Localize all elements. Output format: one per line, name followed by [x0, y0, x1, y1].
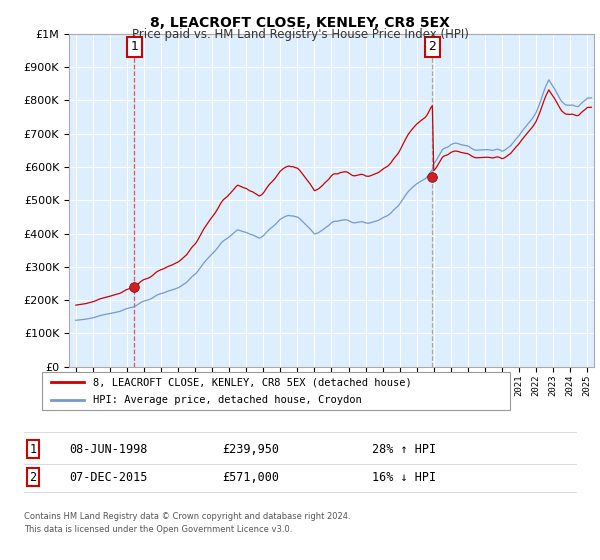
Text: 2: 2: [29, 470, 37, 484]
FancyBboxPatch shape: [42, 372, 510, 410]
Text: 1: 1: [131, 40, 139, 53]
Text: £239,950: £239,950: [222, 442, 279, 456]
Text: 8, LEACROFT CLOSE, KENLEY, CR8 5EX: 8, LEACROFT CLOSE, KENLEY, CR8 5EX: [150, 16, 450, 30]
Text: 07-DEC-2015: 07-DEC-2015: [69, 470, 148, 484]
Text: 28% ↑ HPI: 28% ↑ HPI: [372, 442, 436, 456]
Text: 8, LEACROFT CLOSE, KENLEY, CR8 5EX (detached house): 8, LEACROFT CLOSE, KENLEY, CR8 5EX (deta…: [94, 377, 412, 387]
Text: 1: 1: [29, 442, 37, 456]
Text: 2: 2: [428, 40, 436, 53]
Text: Price paid vs. HM Land Registry's House Price Index (HPI): Price paid vs. HM Land Registry's House …: [131, 28, 469, 41]
Text: Contains HM Land Registry data © Crown copyright and database right 2024.: Contains HM Land Registry data © Crown c…: [24, 512, 350, 521]
Text: This data is licensed under the Open Government Licence v3.0.: This data is licensed under the Open Gov…: [24, 525, 292, 534]
Text: £571,000: £571,000: [222, 470, 279, 484]
Text: 08-JUN-1998: 08-JUN-1998: [69, 442, 148, 456]
Text: HPI: Average price, detached house, Croydon: HPI: Average price, detached house, Croy…: [94, 395, 362, 405]
Text: 16% ↓ HPI: 16% ↓ HPI: [372, 470, 436, 484]
